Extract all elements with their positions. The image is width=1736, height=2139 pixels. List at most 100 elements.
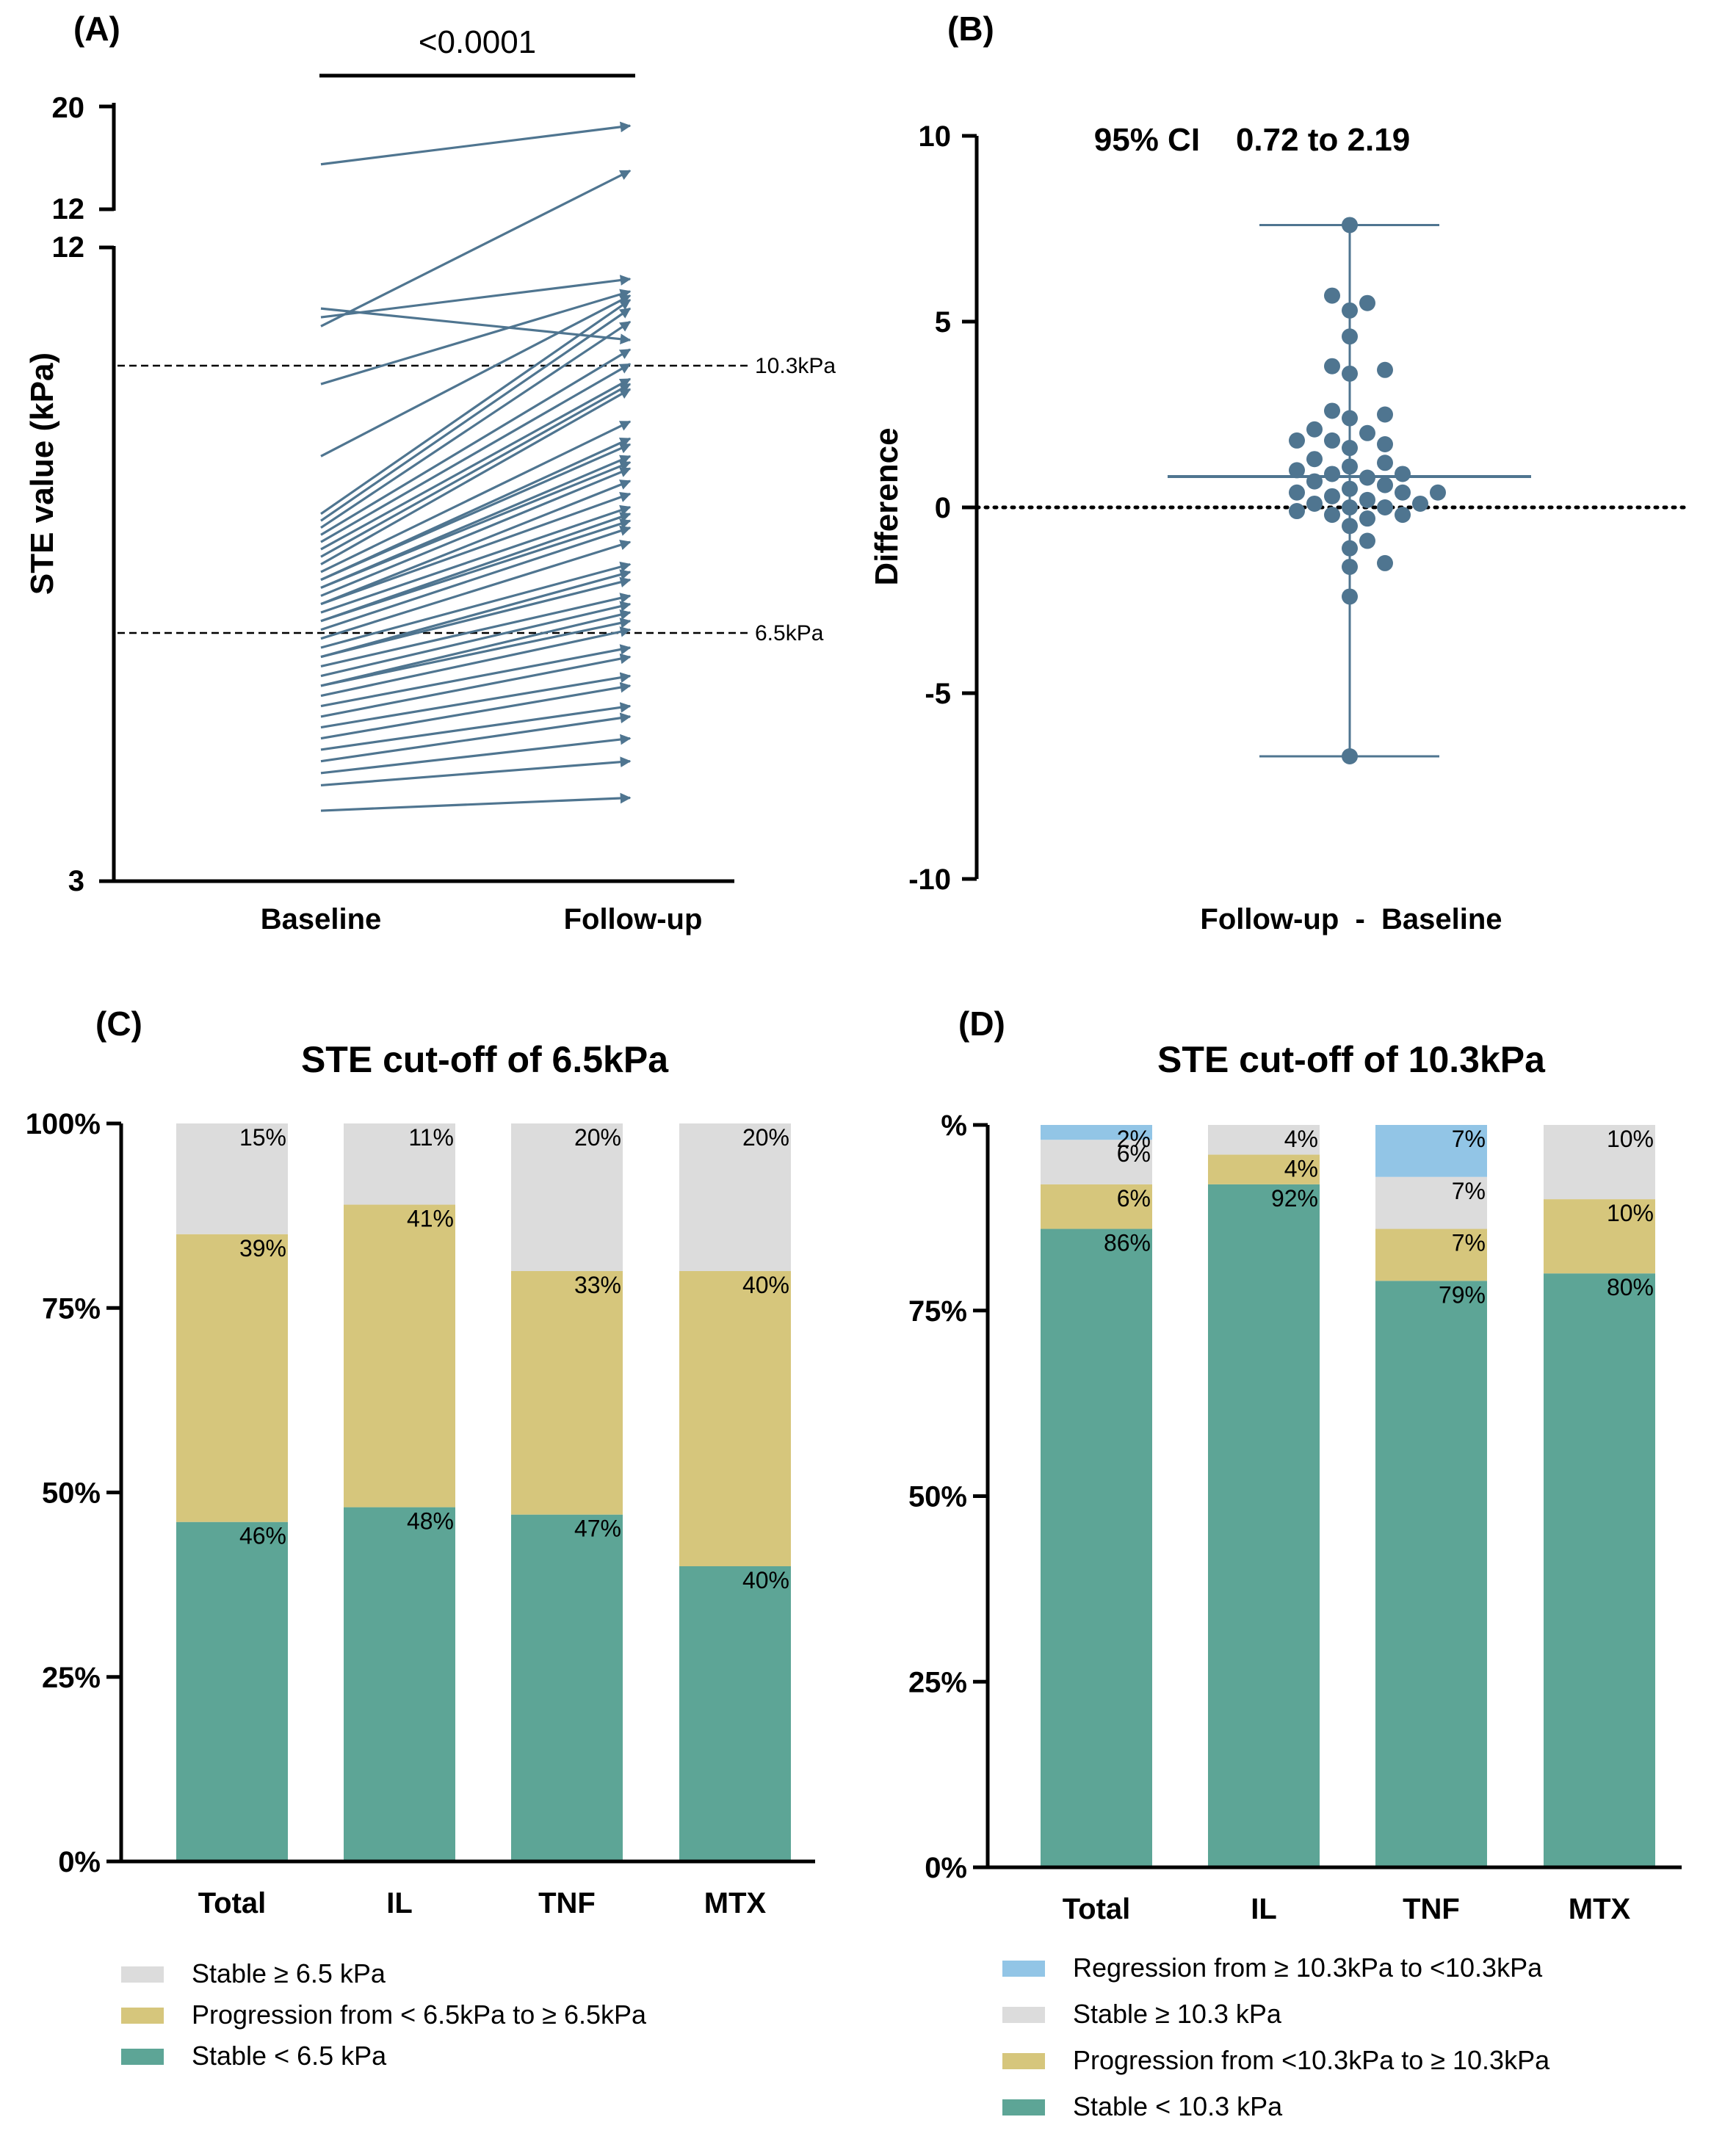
legend-label: Stable < 6.5 kPa — [192, 2041, 387, 2071]
legend-swatch — [121, 2008, 164, 2024]
panel-d-chart: 0%25%50%75%%86%6%6%2%Total92%4%4%IL79%7%… — [908, 1110, 1655, 1925]
panel-b-y-axis-title: Difference — [869, 427, 905, 585]
x-category-label: MTX — [1569, 1893, 1631, 1925]
legend-label: Progression from < 6.5kPa to ≥ 6.5kPa — [192, 1999, 647, 2030]
difference-point — [1342, 217, 1358, 234]
x-category-label: IL — [1251, 1893, 1277, 1925]
difference-point — [1324, 287, 1340, 304]
legend-swatch — [1002, 1961, 1045, 1977]
difference-point — [1289, 432, 1305, 449]
bar-value-label: 40% — [742, 1567, 789, 1593]
paired-arrow — [320, 702, 632, 751]
paired-arrow — [320, 377, 632, 551]
paired-arrow — [320, 307, 632, 345]
bar-segment — [176, 1521, 288, 1861]
legend-label: Regression from ≥ 10.3kPa to <10.3kPa — [1073, 1952, 1543, 1983]
difference-point — [1430, 484, 1446, 501]
paired-arrow — [320, 561, 632, 649]
bar-segment — [1208, 1184, 1320, 1867]
bar-segment — [511, 1123, 623, 1271]
difference-point — [1342, 302, 1358, 319]
bar-segment — [1375, 1125, 1487, 1177]
paired-arrow — [320, 653, 632, 718]
bar-value-label: 79% — [1439, 1281, 1486, 1308]
paired-arrow — [320, 492, 632, 606]
panel-b-plot — [1168, 217, 1531, 765]
x-category-label: MTX — [704, 1887, 767, 1919]
difference-point — [1324, 488, 1340, 504]
panel-b-label: (B) — [947, 10, 994, 48]
ref-line-10-3-label: 10.3kPa — [755, 354, 836, 378]
panel-b: (B) Difference 10 5 0 -5 -10 95% CI 0.72 to … — [869, 10, 1691, 935]
paired-arrow — [320, 443, 632, 582]
paired-arrow — [320, 626, 632, 698]
panel-a-y-axis-title: STE value (kPa) — [24, 352, 60, 595]
legend-label: Stable ≥ 10.3 kPa — [1073, 1999, 1282, 2029]
bar-segment — [1208, 1154, 1320, 1184]
difference-point — [1395, 507, 1411, 524]
x-category-label: IL — [386, 1887, 413, 1919]
x-category-label: TNF — [1403, 1893, 1460, 1925]
bar-value-label: 20% — [742, 1124, 789, 1151]
paired-arrow — [320, 569, 632, 659]
paired-arrow — [320, 734, 632, 775]
panel-b-y-tick-label: 10 — [919, 120, 952, 153]
bar-value-label: 33% — [574, 1272, 621, 1298]
bar-segment — [511, 1514, 623, 1861]
panel-a-y-tick-label: 12 — [52, 193, 85, 225]
panel-d-title: STE cut-off of 10.3kPa — [1157, 1039, 1546, 1080]
ci-annotation: 95% CI 0.72 to 2.19 — [1094, 122, 1410, 158]
paired-arrow — [320, 672, 632, 729]
bar-value-label: 10% — [1607, 1200, 1654, 1226]
difference-point — [1324, 358, 1340, 374]
paired-arrow — [320, 792, 632, 812]
bar-value-label: 15% — [239, 1124, 286, 1151]
panel-a-x-label-follow-up: Follow-up — [564, 903, 703, 935]
paired-arrow — [320, 383, 632, 558]
bar-value-label: 4% — [1284, 1155, 1318, 1181]
legend-swatch — [1002, 2007, 1045, 2023]
bar-segment — [1041, 1228, 1152, 1867]
panel-b-y-tick-label: 0 — [935, 492, 951, 524]
y-tick-label: 0% — [58, 1846, 101, 1878]
paired-arrow — [320, 601, 632, 678]
bar-segment — [1041, 1125, 1152, 1140]
difference-point — [1377, 499, 1393, 515]
paired-arrow — [320, 388, 632, 565]
difference-point — [1377, 554, 1393, 571]
difference-point — [1342, 440, 1358, 457]
difference-point — [1342, 328, 1358, 345]
paired-arrow — [320, 460, 632, 589]
paired-arrow — [320, 363, 632, 543]
panel-c: (C) STE cut-off of 6.5kPa 0% 25% 50% 75% 100… — [26, 1005, 815, 2071]
paired-arrow — [320, 525, 632, 631]
difference-point — [1359, 491, 1375, 508]
paired-arrow — [320, 289, 632, 386]
difference-point — [1324, 432, 1340, 449]
difference-point — [1324, 507, 1340, 524]
paired-arrow — [320, 712, 632, 763]
bar-segment — [344, 1507, 455, 1861]
legend-label: Stable ≥ 6.5 kPa — [192, 1958, 386, 1988]
panel-a-y-tick-label: 3 — [68, 865, 84, 897]
bar-value-label: 7% — [1452, 1230, 1486, 1256]
panel-c-title: STE cut-off of 6.5kPa — [301, 1039, 669, 1080]
panel-a-label: (A) — [73, 10, 120, 48]
panel-d-legend: Regression from ≥ 10.3kPa to <10.3kPa Sta… — [1002, 1952, 1550, 2121]
paired-arrow — [320, 576, 632, 659]
panel-c-chart: 0% 25% 50% 75% 100% 46% 39% 15% Total 48% 41% 11% IL… — [26, 1108, 791, 1919]
paired-arrow — [320, 504, 632, 614]
bar-value-label: 41% — [407, 1206, 454, 1232]
bar-segment — [679, 1123, 791, 1271]
panel-c-label: (C) — [95, 1005, 142, 1043]
panel-d: (D) STE cut-off of 10.3kPa 0% 25% 50% 75%% 8… — [908, 1005, 1682, 2121]
difference-point — [1377, 406, 1393, 423]
y-tick-label: 100% — [26, 1108, 101, 1140]
panel-a: (A) STE value (kPa) 20 12 12 3 10.3kPa 6… — [24, 10, 836, 935]
difference-point — [1342, 458, 1358, 475]
bar-segment — [679, 1566, 791, 1861]
bar-value-label: 48% — [407, 1508, 454, 1535]
bar-value-label: 10% — [1607, 1126, 1654, 1152]
paired-arrow — [320, 593, 632, 667]
